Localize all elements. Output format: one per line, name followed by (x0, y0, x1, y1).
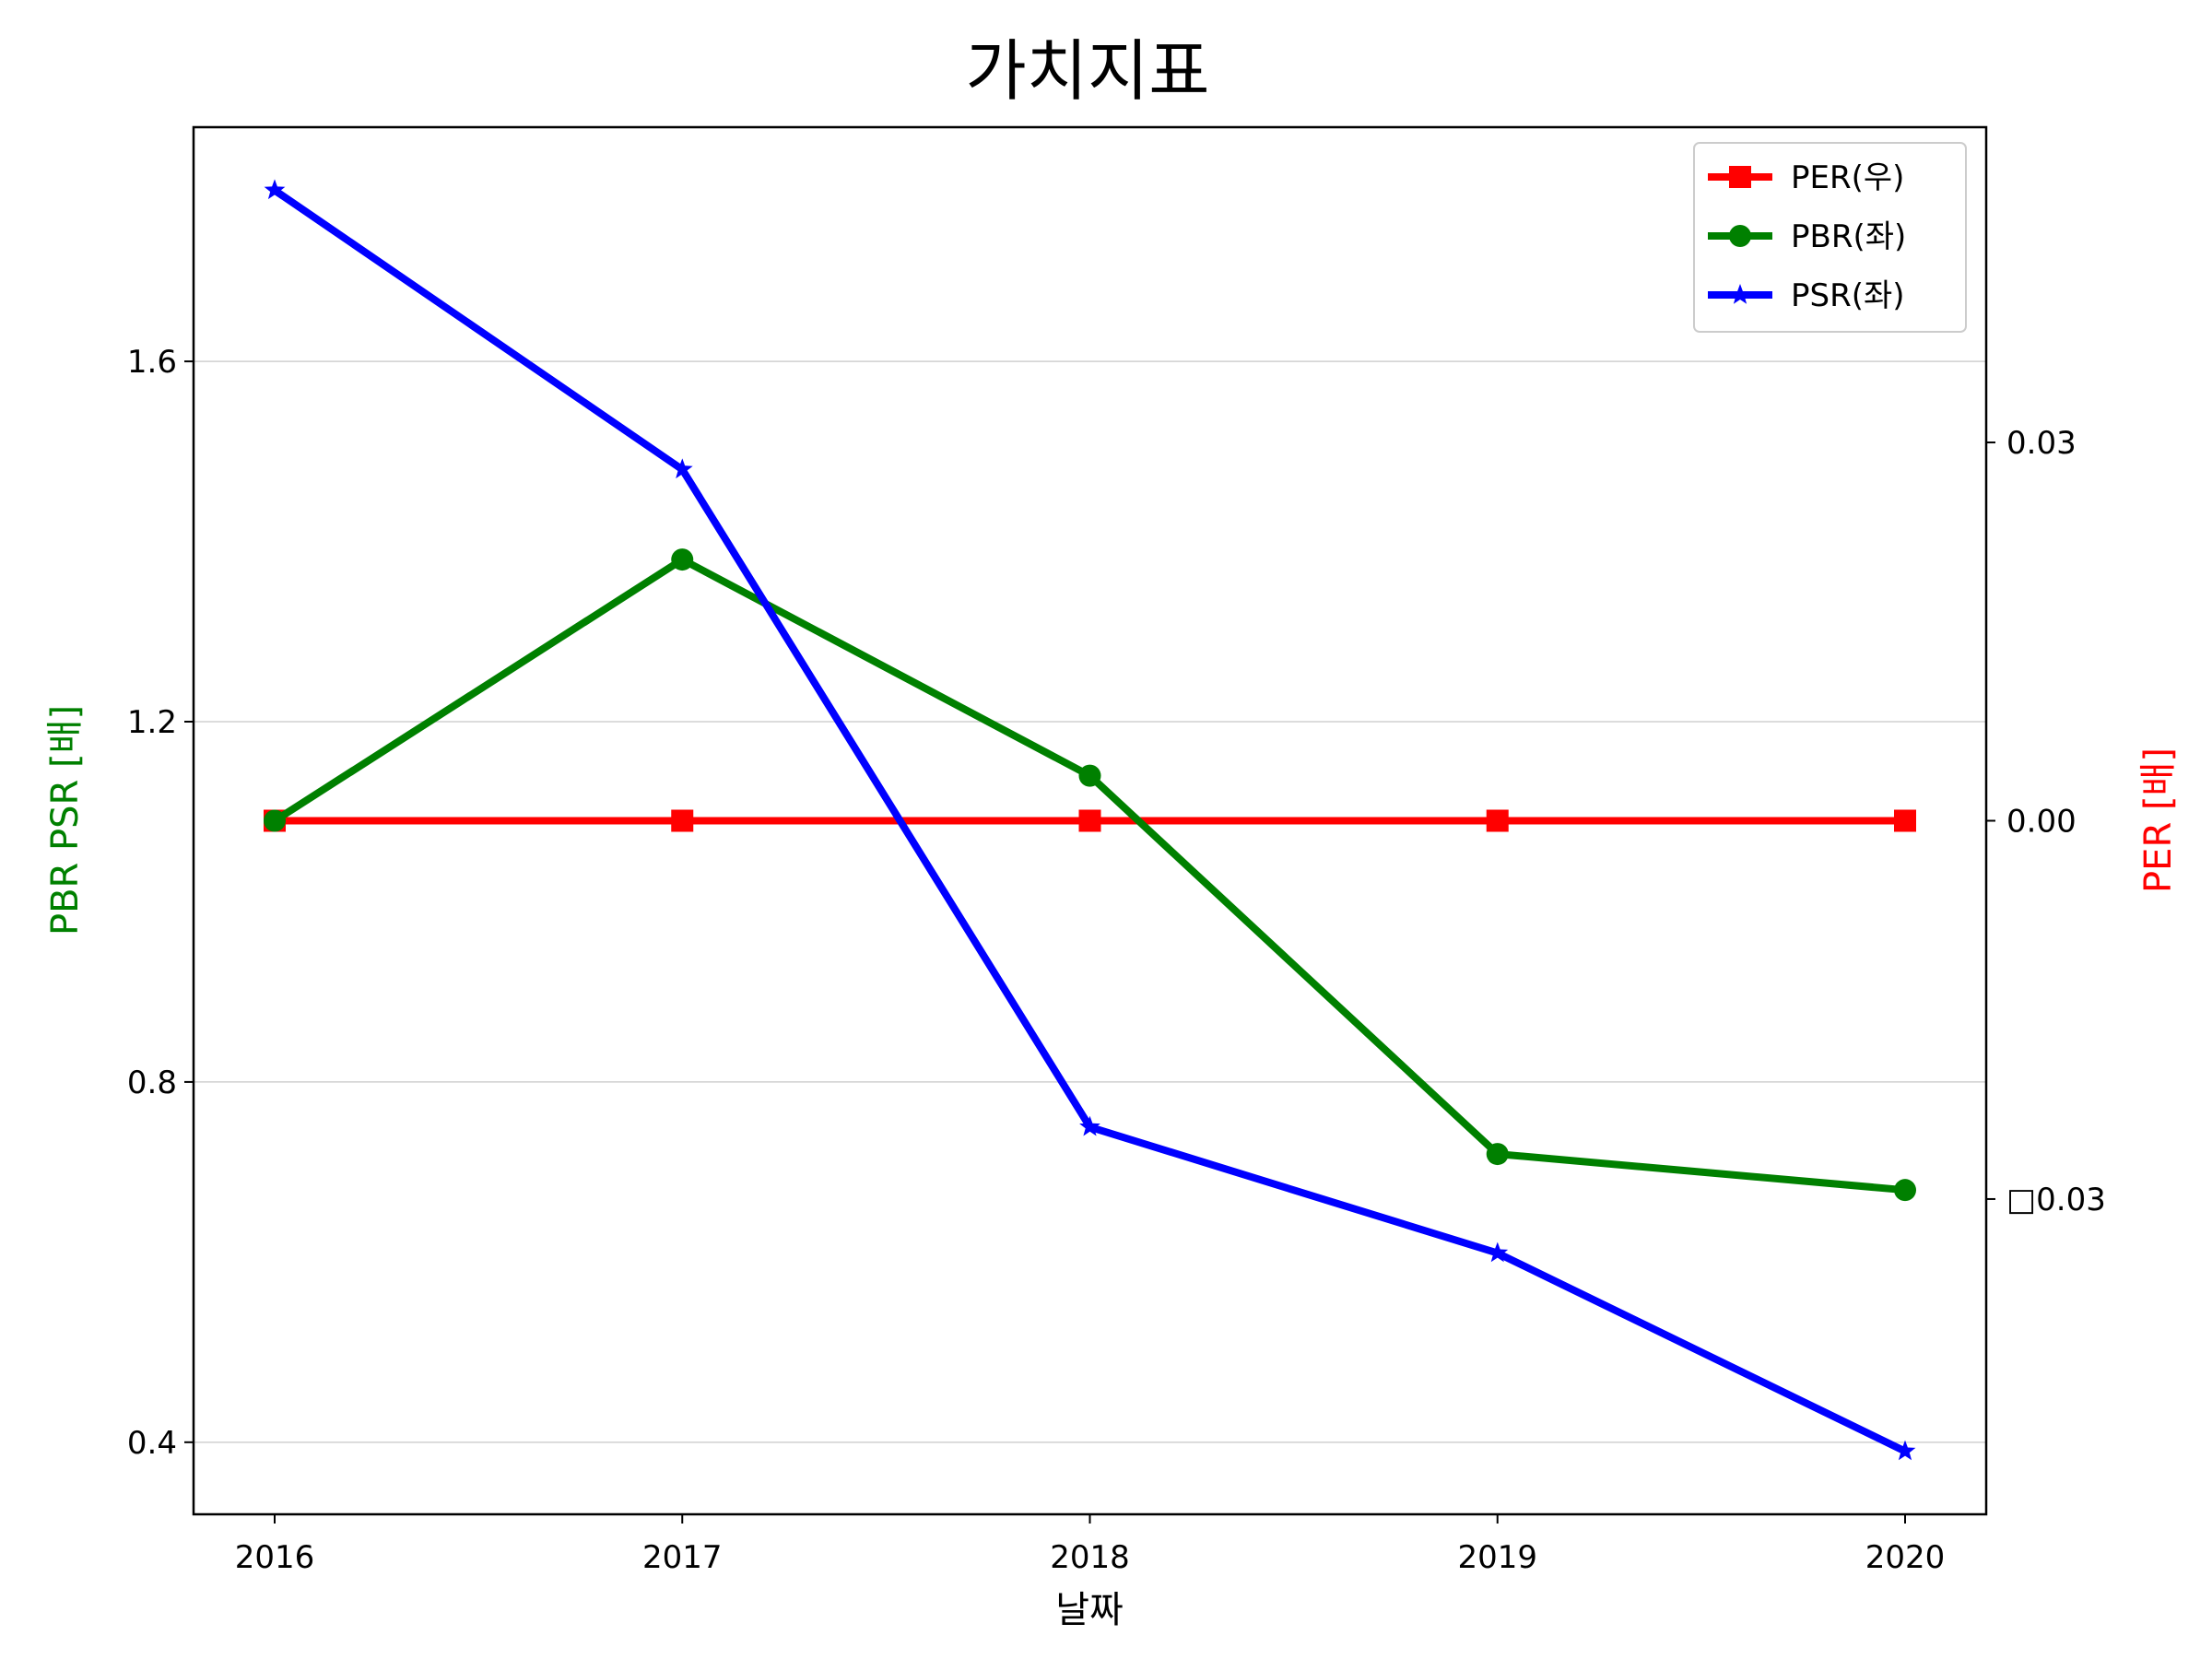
legend-label: PSR(좌) (1791, 277, 1905, 314)
data-point (671, 809, 694, 832)
series-layer (264, 179, 1916, 1461)
data-point (671, 548, 694, 571)
data-point (1894, 1179, 1916, 1202)
x-tick-label: 2020 (1865, 1539, 1946, 1576)
data-point (1487, 1241, 1509, 1263)
data-point (264, 179, 286, 200)
left-y-axis-title: PBR PSR [배] (44, 705, 87, 935)
legend-marker (1729, 166, 1751, 188)
series-star (264, 179, 1916, 1461)
data-point (671, 458, 693, 479)
right-y-axis: □0.03 0.00 0.03 (1986, 425, 2106, 1218)
left-tick-label: 0.8 (127, 1065, 177, 1101)
legend-item: PBR(좌) (1708, 218, 1906, 255)
data-point (1894, 809, 1916, 832)
legend-item: PER(우) (1708, 159, 1904, 196)
data-point (264, 809, 286, 832)
right-y-axis-title: PER [배] (2137, 747, 2180, 893)
legend-label: PER(우) (1791, 159, 1904, 196)
legend-item: PSR(좌) (1708, 277, 1905, 314)
data-point (1486, 1143, 1509, 1166)
left-tick-label: 1.2 (127, 704, 177, 741)
legend-marker (1729, 225, 1751, 247)
legend-marker (1729, 284, 1751, 304)
x-tick-label: 2018 (1050, 1539, 1130, 1576)
legend-box (1693, 142, 1967, 333)
right-tick-label: 0.00 (2006, 804, 2077, 841)
data-point (1078, 809, 1101, 832)
x-tick-label: 2017 (642, 1539, 723, 1576)
x-tick-label: 2019 (1457, 1539, 1537, 1576)
right-tick-label: 0.03 (2006, 425, 2077, 462)
x-axis-title: 날짜 (1055, 1589, 1124, 1631)
chart-title: 가치지표 (966, 32, 1210, 110)
data-point (1894, 1440, 1916, 1461)
x-axis: 2016 2017 2018 2019 2020 (235, 1514, 1946, 1576)
left-y-axis: 0.4 0.8 1.2 1.6 (127, 344, 194, 1462)
legend: PER(우) PBR(좌) PSR(좌) (1693, 142, 1967, 333)
x-tick-label: 2016 (235, 1539, 315, 1576)
legend-label: PBR(좌) (1791, 218, 1906, 255)
data-point (1079, 1115, 1100, 1136)
left-tick-label: 1.6 (127, 344, 177, 381)
series-circle (264, 548, 1916, 1202)
right-tick-label: □0.03 (2006, 1182, 2106, 1218)
data-point (1078, 764, 1101, 787)
left-tick-label: 0.4 (127, 1425, 177, 1462)
gridlines (194, 360, 1986, 1443)
data-point (1486, 809, 1509, 832)
